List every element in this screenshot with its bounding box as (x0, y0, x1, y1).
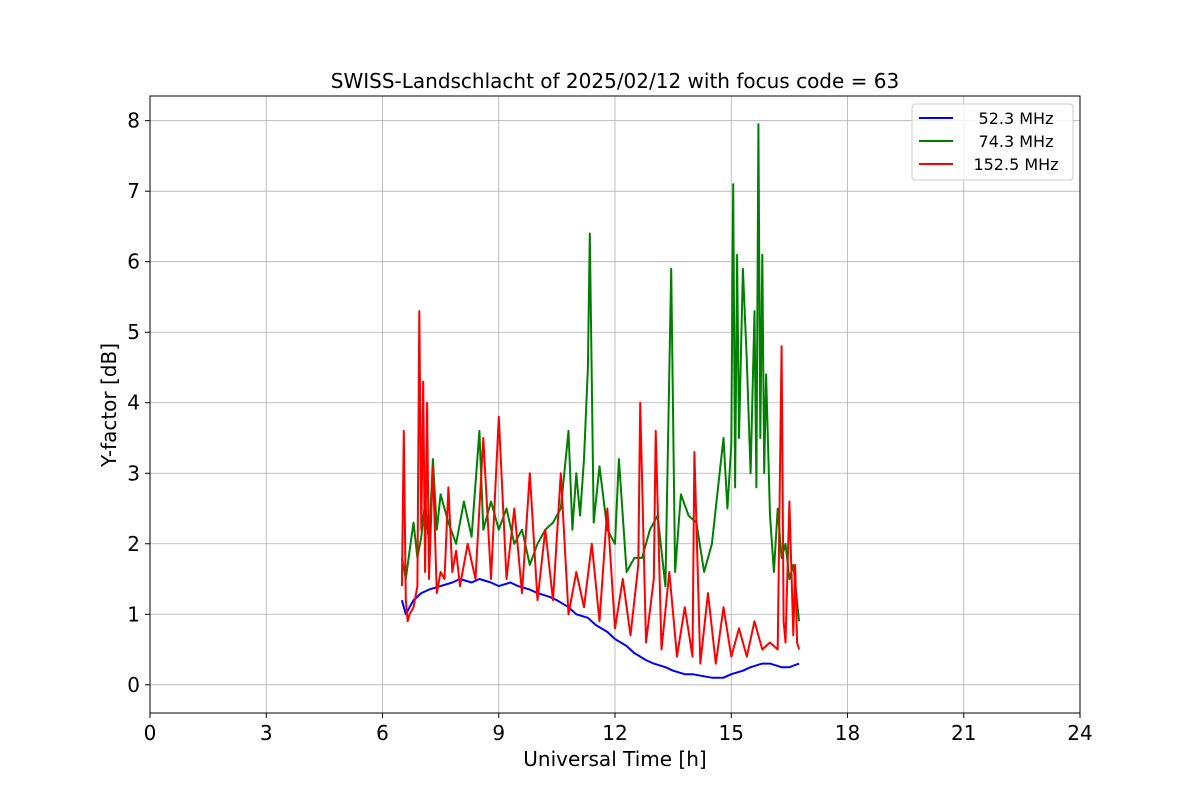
x-tick-label: 6 (376, 721, 389, 745)
x-tick-label: 21 (951, 721, 976, 745)
x-tick-label: 0 (144, 721, 157, 745)
y-axis-title: Y-factor [dB] (97, 343, 121, 468)
y-tick-label: 7 (127, 179, 140, 203)
legend-label-152mhz: 152.5 MHz (973, 155, 1058, 174)
series-line-523mhz (400, 578, 800, 679)
x-tick-label: 9 (492, 721, 505, 745)
grid-layer (149, 96, 1081, 713)
series-line-743mhz (400, 123, 801, 622)
y-tick-label: 8 (127, 109, 140, 133)
x-tick-label: 12 (602, 721, 627, 745)
chart-title: SWISS-Landschlacht of 2025/02/12 with fo… (331, 69, 899, 93)
y-tick-label: 1 (127, 602, 140, 626)
y-tick-label: 0 (127, 673, 140, 697)
series-line-1525mhz (400, 310, 801, 665)
x-tick-label: 24 (1067, 721, 1092, 745)
legend-label-74mhz: 74.3 MHz (979, 132, 1054, 151)
legend: 52.3 MHz 74.3 MHz 152.5 MHz (911, 103, 1074, 181)
x-tick-label: 18 (835, 721, 860, 745)
x-tick-label: 3 (260, 721, 273, 745)
y-tick-label: 4 (127, 391, 140, 415)
legend-label-52mhz: 52.3 MHz (979, 109, 1054, 128)
legend-box (911, 103, 1074, 181)
x-axis-title: Universal Time [h] (523, 747, 706, 771)
series-layer (400, 123, 801, 679)
y-tick-label: 5 (127, 320, 140, 344)
y-tick-label: 3 (127, 461, 140, 485)
x-tick-label: 15 (719, 721, 744, 745)
y-tick-label: 6 (127, 250, 140, 274)
y-tick-label: 2 (127, 532, 140, 556)
